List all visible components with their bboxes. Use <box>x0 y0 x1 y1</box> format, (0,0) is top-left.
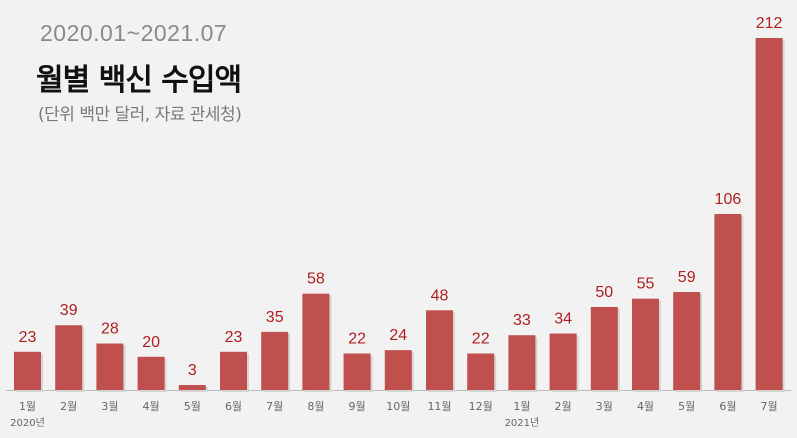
x-tick-label: 10월 <box>386 400 410 413</box>
x-tick-label: 6월 <box>225 400 242 413</box>
x-tick-label: 2월 <box>60 400 77 413</box>
bar <box>755 38 783 390</box>
x-tick-label: 5월 <box>678 400 695 413</box>
year-label: 2020년 <box>10 417 45 429</box>
x-tick-label: 12월 <box>469 400 493 413</box>
data-label: 3 <box>188 362 197 379</box>
data-label: 55 <box>637 276 655 293</box>
data-label: 106 <box>715 191 742 208</box>
bar <box>261 331 289 390</box>
x-tick-label: 9월 <box>349 400 366 413</box>
data-label: 24 <box>389 327 407 344</box>
data-label: 35 <box>266 309 284 326</box>
chart-title: 월별 백신 수입액 <box>36 63 242 98</box>
x-tick-label: 5월 <box>184 400 201 413</box>
data-label: 33 <box>513 312 531 329</box>
year-label: 2021년 <box>505 417 540 429</box>
unit-note: (단위 백만 달러, 자료 관세청) <box>38 105 242 125</box>
data-label: 34 <box>554 311 572 328</box>
period-label: 2020.01~2021.07 <box>40 20 228 46</box>
bar <box>343 353 371 390</box>
data-label: 59 <box>678 269 696 286</box>
x-tick-label: 11월 <box>427 400 451 413</box>
x-tick-label: 4월 <box>637 400 654 413</box>
bar <box>426 310 453 390</box>
data-label: 212 <box>756 15 783 32</box>
bar <box>590 306 618 390</box>
data-label: 28 <box>101 321 119 338</box>
x-tick-label: 2월 <box>555 400 572 413</box>
bar <box>714 214 742 390</box>
bar <box>220 351 247 390</box>
data-label: 23 <box>19 329 37 346</box>
x-tick-label: 3월 <box>101 400 118 413</box>
bar <box>508 335 536 390</box>
data-label: 58 <box>307 271 325 288</box>
data-label: 22 <box>472 330 490 347</box>
x-tick-label: 7월 <box>761 400 778 413</box>
data-label: 20 <box>142 334 160 351</box>
x-tick-label: 1월 <box>19 400 36 413</box>
x-tick-label: 7월 <box>266 400 283 413</box>
bar <box>178 385 206 390</box>
data-label: 22 <box>348 330 366 347</box>
bar <box>673 292 701 390</box>
data-label: 39 <box>60 302 78 319</box>
bar <box>14 351 41 390</box>
x-tick-label: 8월 <box>307 400 324 413</box>
x-tick-label: 4월 <box>143 400 160 413</box>
bar <box>96 343 124 390</box>
data-label: 48 <box>431 287 449 304</box>
data-label: 23 <box>225 329 243 346</box>
x-tick-label: 6월 <box>719 400 736 413</box>
x-tick-label: 3월 <box>596 400 613 413</box>
bar <box>55 325 83 390</box>
bar <box>137 356 165 390</box>
bar <box>384 350 412 390</box>
bar <box>302 293 330 390</box>
bar <box>467 353 495 390</box>
data-label: 50 <box>595 284 613 301</box>
bar <box>549 333 577 390</box>
x-tick-label: 1월 <box>513 400 530 413</box>
bar <box>632 298 659 390</box>
